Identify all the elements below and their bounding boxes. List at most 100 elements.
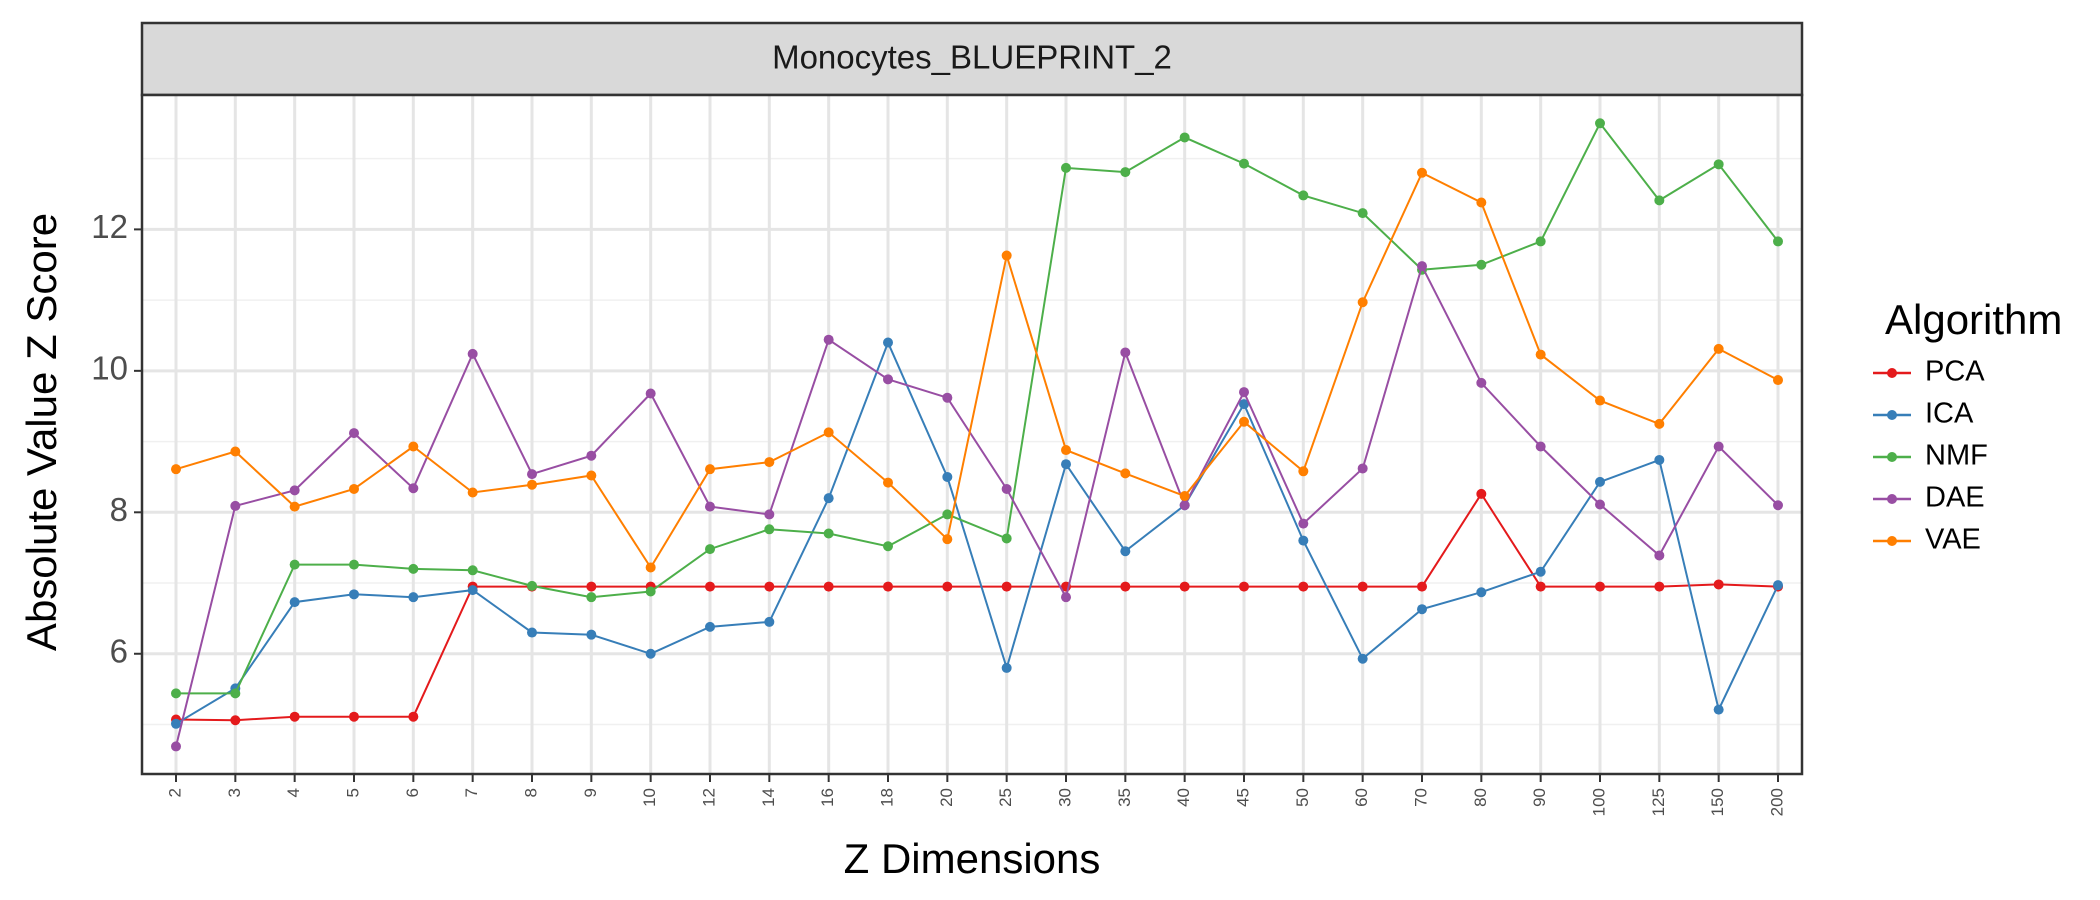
series-line-pca [175,492,1779,722]
data-point-nmf [1357,208,1368,219]
data-point-vae [1120,468,1131,479]
x-tick-label: 12 [699,788,718,807]
y-axis-title: Absolute Value Z Score [18,213,65,651]
data-point-dae [467,348,478,359]
legend-key-point [1887,410,1897,420]
legend-label: PCA [1925,356,1985,388]
data-point-vae [586,470,597,481]
x-tick-label: 40 [1174,788,1193,807]
data-point-dae [171,741,181,752]
data-point-nmf [1239,158,1249,169]
data-point-pca [1179,581,1190,592]
legend-item-vae: VAE [1873,524,1981,556]
x-tick-label: 150 [1708,788,1727,816]
data-point-nmf [883,541,893,552]
data-point-pca [1120,581,1131,592]
plot-border [140,93,1804,776]
data-point-pca [1713,579,1724,590]
data-point-nmf [1773,236,1783,247]
data-point-dae [230,500,241,511]
data-point-pca [1595,581,1605,592]
x-tick-label: 8 [521,788,540,797]
data-point-vae [1535,349,1546,360]
data-point-dae [1654,550,1665,561]
x-tick-label: 45 [1233,788,1252,807]
data-point-dae [1713,441,1724,452]
data-point-vae [1417,167,1427,178]
data-point-pca [942,581,953,592]
x-axis-title: Z Dimensions [844,835,1101,882]
legend-item-pca: PCA [1873,356,1985,388]
data-point-pca [1357,581,1368,592]
data-point-ica [645,648,656,659]
data-point-ica [1654,454,1665,465]
data-point-nmf [1654,195,1665,206]
x-tick-label: 35 [1115,788,1134,807]
data-point-vae [408,441,419,452]
data-point-vae [645,562,656,573]
data-point-nmf [289,559,300,570]
data-point-ica [289,597,300,608]
data-point-nmf [1713,159,1724,170]
data-point-pca [349,711,359,722]
data-point-dae [1179,500,1190,511]
data-point-ica [527,627,537,638]
series-line-dae [175,263,1779,747]
data-point-pca [1417,581,1427,592]
data-point-ica [1713,704,1724,715]
data-point-vae [1001,250,1012,261]
data-point-vae [883,477,893,488]
data-point-vae [1713,343,1724,354]
data-point-vae [1476,197,1487,208]
data-point-nmf [645,586,656,597]
data-point-vae [1595,395,1605,406]
data-point-dae [289,485,300,496]
legend-key-point [1887,368,1897,378]
data-point-dae [942,392,953,403]
data-point-dae [1417,261,1427,272]
legend-key-point [1887,452,1897,462]
data-point-dae [1476,377,1487,388]
x-axis: 2 3 4 5 6 7 8 9 10 12 14 16 18 20 25 30 35 40 45 50 60 70 80 90… [165,774,1786,816]
data-point-vae [1298,466,1309,477]
data-point-ica [586,629,597,640]
series-vae [171,167,1783,573]
data-point-dae [586,450,597,461]
x-tick-label: 3 [225,788,244,797]
data-point-nmf [1120,167,1131,178]
legend-label: VAE [1925,524,1981,556]
data-point-dae [408,483,419,494]
legend-key-point [1887,536,1897,546]
data-point-pca [1535,581,1546,592]
x-tick-label: 90 [1530,788,1549,807]
data-point-dae [1298,518,1309,529]
data-point-dae [1061,592,1071,603]
data-point-vae [705,464,715,475]
x-tick-label: 100 [1589,788,1608,816]
legend: Algorithm PCA ICA NMF DAE VAE [1873,296,2062,556]
x-tick-label: 6 [403,788,422,797]
series-nmf [171,118,1783,699]
y-axis: 6 8 10 12 [91,208,142,669]
data-point-ica [467,585,478,596]
data-point-pca [230,715,241,726]
x-tick-label: 50 [1293,788,1312,807]
data-point-vae [527,479,537,490]
data-point-nmf [527,580,537,591]
data-point-ica [1239,399,1249,410]
data-point-ica [1417,604,1427,615]
x-tick-label: 2 [165,788,184,797]
data-point-dae [1535,441,1546,452]
y-tick-label: 8 [110,491,128,528]
data-point-nmf [349,559,359,570]
legend-item-nmf: NMF [1873,440,1988,472]
data-point-vae [1357,297,1368,308]
data-point-ica [705,621,715,632]
y-tick-label: 6 [110,632,128,669]
data-point-dae [1357,463,1368,474]
data-point-dae [527,469,537,480]
data-point-ica [823,493,834,504]
data-point-pca [883,581,893,592]
legend-item-dae: DAE [1873,482,1985,514]
